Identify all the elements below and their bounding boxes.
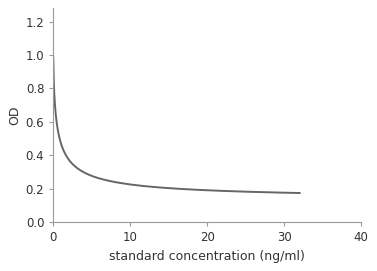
Y-axis label: OD: OD (8, 105, 21, 125)
X-axis label: standard concentration (ng/ml): standard concentration (ng/ml) (109, 250, 305, 263)
